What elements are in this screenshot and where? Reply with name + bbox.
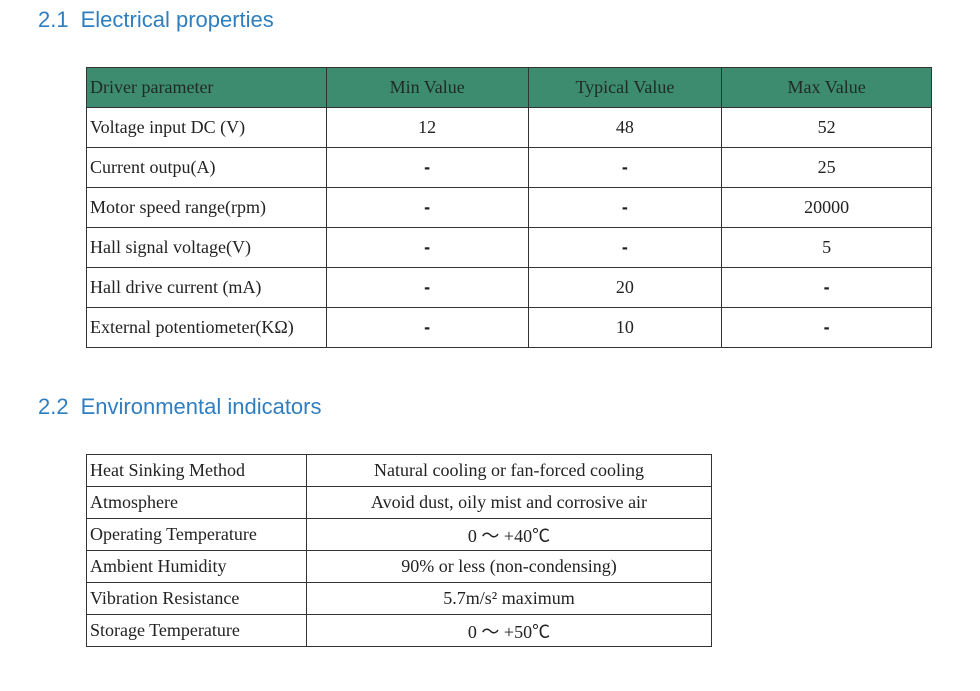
table-header-row: Driver parameter Min Value Typical Value…	[86, 67, 932, 108]
min-cell: 12	[325, 107, 529, 148]
section-title: Environmental indicators	[80, 394, 322, 419]
section-heading-electrical: 2.1 Electrical properties	[38, 7, 274, 33]
parameter-cell: Current outpu(A)	[86, 147, 327, 188]
indicator-label: Heat Sinking Method	[86, 454, 307, 487]
min-cell: -	[325, 227, 529, 268]
section-number: 2.2	[38, 394, 69, 419]
indicator-value: 0 ～ +40℃	[306, 518, 712, 551]
typical-cell: 48	[527, 107, 723, 148]
section-number: 2.1	[38, 7, 69, 32]
max-cell: -	[721, 307, 932, 348]
column-header-typical-value: Typical Value	[527, 67, 723, 108]
indicator-value: 90% or less (non-condensing)	[306, 550, 712, 583]
indicator-value: Natural cooling or fan-forced cooling	[306, 454, 712, 487]
section-heading-environmental: 2.2 Environmental indicators	[38, 394, 322, 420]
indicator-label: Storage Temperature	[86, 614, 307, 647]
table-row: Hall signal voltage(V) - - 5	[86, 227, 932, 268]
typical-cell: -	[527, 147, 723, 188]
min-cell: -	[325, 187, 529, 228]
indicator-value: 0 ～ +50℃	[306, 614, 712, 647]
max-cell: 5	[721, 227, 932, 268]
column-header-max-value: Max Value	[721, 67, 932, 108]
column-header-driver-parameter: Driver parameter	[86, 67, 327, 108]
max-cell: -	[721, 267, 932, 308]
max-cell: 52	[721, 107, 932, 148]
indicator-label: Atmosphere	[86, 486, 307, 519]
table-row: Heat Sinking Method Natural cooling or f…	[86, 454, 712, 487]
indicator-label: Vibration Resistance	[86, 582, 307, 615]
table-row: Ambient Humidity 90% or less (non-conden…	[86, 550, 712, 583]
parameter-cell: External potentiometer(KΩ)	[86, 307, 327, 348]
min-cell: -	[325, 147, 529, 188]
min-cell: -	[325, 267, 529, 308]
typical-cell: -	[527, 227, 723, 268]
typical-cell: 20	[527, 267, 723, 308]
max-cell: 20000	[721, 187, 932, 228]
electrical-properties-table: Driver parameter Min Value Typical Value…	[86, 67, 932, 348]
table-row: Current outpu(A) - - 25	[86, 147, 932, 188]
table-row: Atmosphere Avoid dust, oily mist and cor…	[86, 486, 712, 519]
indicator-label: Ambient Humidity	[86, 550, 307, 583]
max-cell: 25	[721, 147, 932, 188]
table-row: Storage Temperature 0 ～ +50℃	[86, 614, 712, 647]
indicator-value: Avoid dust, oily mist and corrosive air	[306, 486, 712, 519]
parameter-cell: Hall signal voltage(V)	[86, 227, 327, 268]
table-row: Vibration Resistance 5.7m/s² maximum	[86, 582, 712, 615]
environmental-indicators-table: Heat Sinking Method Natural cooling or f…	[86, 454, 712, 647]
parameter-cell: Hall drive current (mA)	[86, 267, 327, 308]
table-row: Hall drive current (mA) - 20 -	[86, 267, 932, 308]
table-row: Voltage input DC (V) 12 48 52	[86, 107, 932, 148]
typical-cell: -	[527, 187, 723, 228]
typical-cell: 10	[527, 307, 723, 348]
indicator-label: Operating Temperature	[86, 518, 307, 551]
parameter-cell: Voltage input DC (V)	[86, 107, 327, 148]
min-cell: -	[325, 307, 529, 348]
indicator-value: 5.7m/s² maximum	[306, 582, 712, 615]
section-title: Electrical properties	[80, 7, 274, 32]
table-row: Motor speed range(rpm) - - 20000	[86, 187, 932, 228]
parameter-cell: Motor speed range(rpm)	[86, 187, 327, 228]
table-row: External potentiometer(KΩ) - 10 -	[86, 307, 932, 348]
table-row: Operating Temperature 0 ～ +40℃	[86, 518, 712, 551]
column-header-min-value: Min Value	[325, 67, 529, 108]
